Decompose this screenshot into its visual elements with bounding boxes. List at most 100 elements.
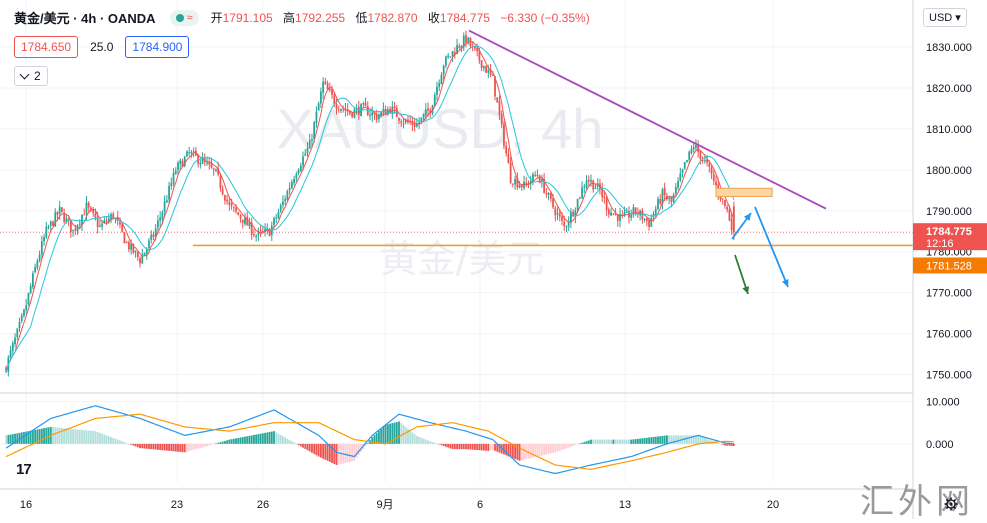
market-status[interactable]: ≈: [169, 9, 199, 26]
indicators-toggle[interactable]: 2: [14, 66, 48, 86]
open-value: 1791.105: [222, 11, 273, 25]
candle-body: [286, 190, 289, 200]
macd-hist-bar: [284, 437, 287, 444]
macd-hist-bar: [81, 429, 83, 444]
change-value: −6.330 (−0.35%): [500, 11, 590, 25]
candle-body: [141, 255, 144, 264]
macd-hist-bar: [266, 432, 269, 444]
candle-body: [170, 183, 173, 187]
gear-icon[interactable]: [944, 497, 958, 511]
macd-hist-bar: [293, 442, 296, 444]
bid-button[interactable]: 1784.650: [14, 36, 79, 58]
symbol-title[interactable]: 黄金/美元 · 4h · OANDA: [14, 11, 156, 26]
candle-body: [65, 218, 68, 223]
candle-body: [284, 199, 287, 202]
candle-body: [297, 170, 300, 174]
candle-body: [326, 83, 329, 90]
macd-hist-bar: [451, 443, 454, 450]
candle-body: [375, 114, 378, 121]
candle-body: [241, 219, 244, 223]
candle-body: [145, 248, 148, 254]
candle-body: [503, 124, 505, 146]
candle-body: [313, 122, 316, 140]
macd-hist-bar: [380, 428, 383, 444]
candle-body: [18, 321, 21, 329]
macd-hist-bar: [152, 443, 155, 450]
macd-hist-bar: [552, 443, 554, 453]
macd-hist-bar: [511, 443, 514, 459]
candle-body: [369, 114, 371, 116]
macd-hist-bar: [462, 443, 465, 450]
macd-hist-bar: [436, 443, 438, 445]
macd-hist-bar: [232, 438, 235, 444]
candle-body: [94, 213, 97, 218]
candle-body: [534, 174, 537, 176]
time-tick-label: 26: [257, 499, 269, 511]
candle-body: [5, 367, 8, 372]
candle-body: [371, 112, 374, 116]
currency-selector[interactable]: USD ▾: [923, 8, 967, 27]
macd-hist-bar: [174, 443, 177, 452]
macd-hist-bar: [259, 433, 262, 444]
candle-body: [210, 163, 213, 168]
macd-hist-bar: [587, 440, 590, 444]
candle-body: [226, 199, 229, 202]
macd-hist-bar: [536, 443, 539, 457]
price-axis[interactable]: 1830.000 1820.000 1810.000 1800.000 1790.000…: [912, 0, 987, 519]
candle-body: [498, 101, 501, 115]
macd-hist-bar: [663, 435, 666, 444]
macd-hist-bar: [244, 436, 246, 444]
macd-hist-bar: [313, 443, 316, 455]
macd-hist-bar: [190, 443, 193, 451]
macd-hist-bar: [724, 443, 726, 446]
macd-hist-bar: [534, 443, 537, 458]
candle-body: [576, 198, 579, 211]
macd-hist-bar: [516, 443, 519, 460]
macd-hist-bar: [478, 443, 481, 451]
macd-hist-bar: [282, 436, 284, 444]
candle-body: [654, 208, 657, 216]
candle-body: [442, 65, 445, 75]
candle-body: [217, 168, 220, 175]
candle-body: [56, 212, 59, 215]
candle-body: [76, 225, 79, 232]
macd-hist-bar: [168, 443, 170, 451]
candle-body: [335, 103, 338, 110]
macd-hist-bar: [449, 443, 452, 449]
macd-hist-bar: [206, 443, 208, 446]
candle-body: [328, 88, 331, 91]
macd-hist-bar: [636, 438, 639, 444]
macd-hist-bar: [514, 443, 517, 459]
macd-hist-bar: [576, 443, 579, 445]
macd-hist-bar: [565, 443, 568, 449]
candle-body: [663, 188, 666, 196]
macd-hist-bar: [275, 432, 278, 444]
candle-body: [549, 192, 552, 199]
macd-hist-bar: [295, 443, 298, 445]
candle-body: [157, 220, 159, 228]
macd-hist-bar: [145, 443, 148, 449]
ask-button[interactable]: 1784.900: [125, 36, 190, 58]
candle-body: [215, 169, 217, 171]
candle-body: [451, 51, 454, 56]
candle-body: [333, 95, 336, 105]
candle-body: [511, 183, 514, 185]
macd-hist-bar: [297, 443, 300, 446]
candle-body: [119, 222, 121, 225]
macd-hist-bar: [378, 430, 380, 444]
candle-body: [148, 240, 150, 248]
candle-body: [458, 45, 461, 48]
macd-hist-bar: [85, 430, 88, 444]
candle-body: [692, 147, 695, 150]
macd-hist-bar: [474, 443, 476, 450]
time-axis[interactable]: 16 23 26 9月 6 13 20: [0, 488, 913, 511]
macd-hist-bar: [639, 438, 642, 444]
candle-body: [616, 214, 619, 221]
down-arrow-blue: [754, 206, 789, 288]
macd-hist-bar: [389, 423, 392, 444]
candle-body: [465, 34, 467, 43]
macd-hist-bar: [87, 430, 90, 444]
tradingview-logo[interactable]: 17: [16, 461, 32, 478]
support-price-label: 1781.528: [926, 260, 972, 272]
